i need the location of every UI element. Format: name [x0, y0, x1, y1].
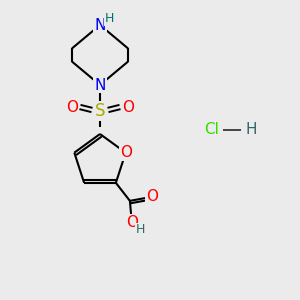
Text: O: O	[66, 100, 78, 115]
Text: O: O	[126, 215, 138, 230]
Text: O: O	[122, 100, 134, 115]
Text: H: H	[136, 223, 146, 236]
Text: O: O	[120, 145, 132, 160]
Text: H: H	[104, 13, 114, 26]
Text: N: N	[94, 77, 106, 92]
Text: O: O	[146, 189, 158, 204]
Text: Cl: Cl	[205, 122, 219, 137]
Text: N: N	[94, 17, 106, 32]
Text: H: H	[245, 122, 257, 137]
Text: S: S	[95, 102, 105, 120]
